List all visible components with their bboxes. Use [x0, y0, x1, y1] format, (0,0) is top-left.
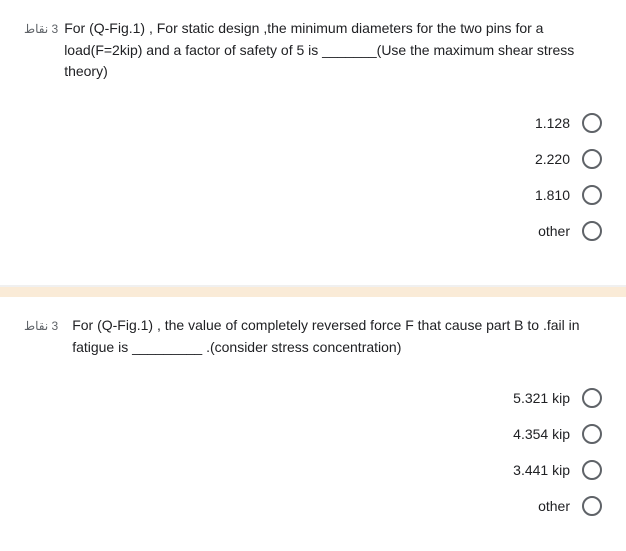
radio-icon[interactable]	[582, 113, 602, 133]
option-row[interactable]: 2.220	[24, 141, 602, 177]
question-divider	[0, 285, 626, 297]
question-text: For (Q-Fig.1) , For static design ,the m…	[58, 18, 602, 83]
option-row[interactable]: 3.441 kip	[24, 452, 602, 488]
option-row[interactable]: 1.128	[24, 105, 602, 141]
option-label: other	[538, 223, 570, 239]
points-label: 3 نقاط	[24, 18, 58, 36]
question-header: 3 نقاط For (Q-Fig.1) , For static design…	[24, 18, 602, 83]
option-row[interactable]: other	[24, 488, 602, 524]
radio-icon[interactable]	[582, 424, 602, 444]
points-label: 3 نقاط	[24, 315, 58, 333]
question-2: 3 نقاط For (Q-Fig.1) , the value of comp…	[0, 297, 626, 542]
radio-icon[interactable]	[582, 149, 602, 169]
option-row[interactable]: 5.321 kip	[24, 380, 602, 416]
radio-icon[interactable]	[582, 460, 602, 480]
option-row[interactable]: 4.354 kip	[24, 416, 602, 452]
question-text: For (Q-Fig.1) , the value of completely …	[58, 315, 602, 358]
radio-icon[interactable]	[582, 221, 602, 241]
option-row[interactable]: 1.810	[24, 177, 602, 213]
option-label: 1.810	[535, 187, 570, 203]
question-1: 3 نقاط For (Q-Fig.1) , For static design…	[0, 0, 626, 267]
option-label: 1.128	[535, 115, 570, 131]
option-row[interactable]: other	[24, 213, 602, 249]
options-group: 1.128 2.220 1.810 other	[24, 105, 602, 249]
option-label: 2.220	[535, 151, 570, 167]
radio-icon[interactable]	[582, 185, 602, 205]
options-group: 5.321 kip 4.354 kip 3.441 kip other	[24, 380, 602, 524]
radio-icon[interactable]	[582, 388, 602, 408]
radio-icon[interactable]	[582, 496, 602, 516]
option-label: 4.354 kip	[513, 426, 570, 442]
option-label: 5.321 kip	[513, 390, 570, 406]
option-label: 3.441 kip	[513, 462, 570, 478]
spacer	[0, 267, 626, 285]
option-label: other	[538, 498, 570, 514]
question-header: 3 نقاط For (Q-Fig.1) , the value of comp…	[24, 315, 602, 358]
